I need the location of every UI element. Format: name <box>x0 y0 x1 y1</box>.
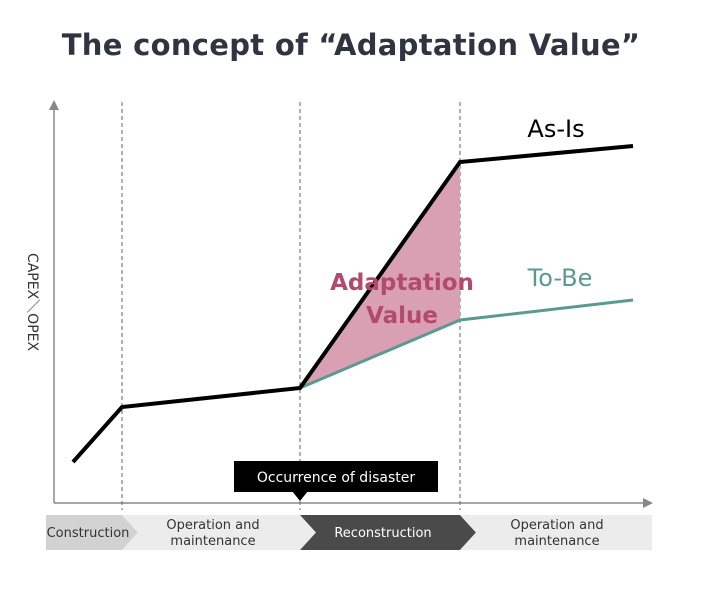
adaptation-value-label-line1: Adaptation <box>330 270 474 296</box>
diagram-title: The concept of “Adaptation Value” <box>61 28 641 62</box>
disaster-callout-pointer <box>292 491 308 501</box>
y-axis-arrow-icon <box>49 100 59 110</box>
phase-label-operation-1-line2: maintenance <box>170 534 255 549</box>
disaster-callout-box <box>234 461 438 492</box>
adaptation-value-label-line2: Value <box>366 303 438 329</box>
to-be-label: To-Be <box>527 264 593 292</box>
phase-label-operation-1-line1: Operation and <box>166 518 259 533</box>
as-is-line <box>71 144 634 464</box>
as-is-label: As-Is <box>527 115 584 143</box>
x-axis-arrow-icon <box>643 498 653 508</box>
to-be-line <box>299 298 634 390</box>
phase-label-operation-2-line2: maintenance <box>514 534 599 549</box>
phase-label-reconstruction: Reconstruction <box>334 526 431 541</box>
y-axis-label: CAPEX＼OPEX <box>24 253 40 352</box>
phase-reconstruction <box>300 515 476 550</box>
phase-label-operation-2-line1: Operation and <box>510 518 603 533</box>
phase-label-construction: Construction <box>47 526 130 541</box>
phase-construction <box>46 515 138 550</box>
phase-operation-2 <box>460 515 652 550</box>
phase-operation-1 <box>122 515 316 550</box>
disaster-callout-label: Occurrence of disaster <box>257 470 415 486</box>
